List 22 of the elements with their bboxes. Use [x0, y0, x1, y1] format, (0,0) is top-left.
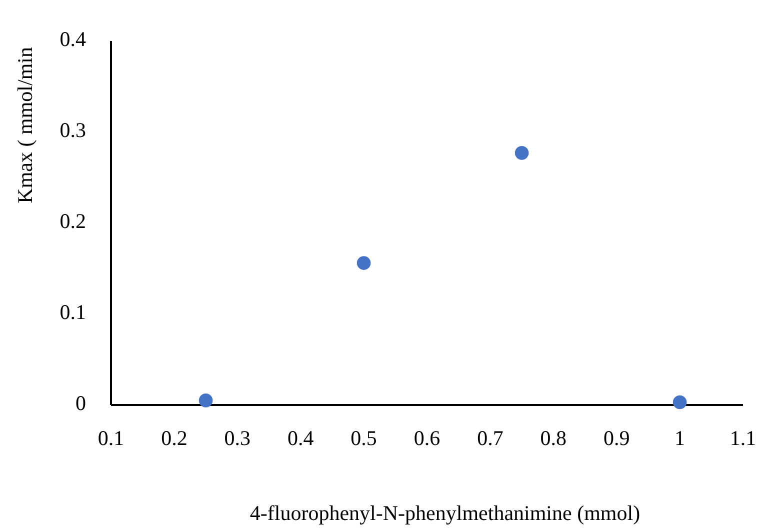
x-tick-label: 1 — [674, 426, 686, 450]
x-tick-label: 0.4 — [287, 426, 314, 450]
x-tick-label: 0.2 — [161, 426, 188, 450]
x-tick-label: 0.8 — [540, 426, 567, 450]
x-tick-label: 0.6 — [414, 426, 440, 450]
y-tick-label: 0.4 — [60, 26, 86, 51]
x-tick-label: 0.1 — [98, 426, 124, 450]
x-tick-label: 1.1 — [730, 426, 756, 450]
y-tick-label: 0.2 — [60, 208, 86, 233]
x-axis-title: 4-fluorophenyl-N-phenylmethanimine (mmol) — [250, 501, 640, 525]
y-tick-label: 0 — [76, 390, 86, 415]
point — [198, 394, 213, 408]
x-tick-label: 0.7 — [477, 426, 504, 450]
y-axis-title: Kmax ( mmol/min — [13, 46, 37, 204]
y-tick-label: 0.3 — [60, 118, 86, 142]
x-tick-label: 0.5 — [350, 426, 377, 450]
y-tick-label: 0.1 — [60, 300, 86, 324]
x-tick-label: 0.3 — [224, 426, 251, 450]
x-tick-label: 0.9 — [603, 426, 630, 450]
point — [356, 256, 371, 270]
point — [672, 395, 687, 410]
point — [514, 146, 529, 160]
